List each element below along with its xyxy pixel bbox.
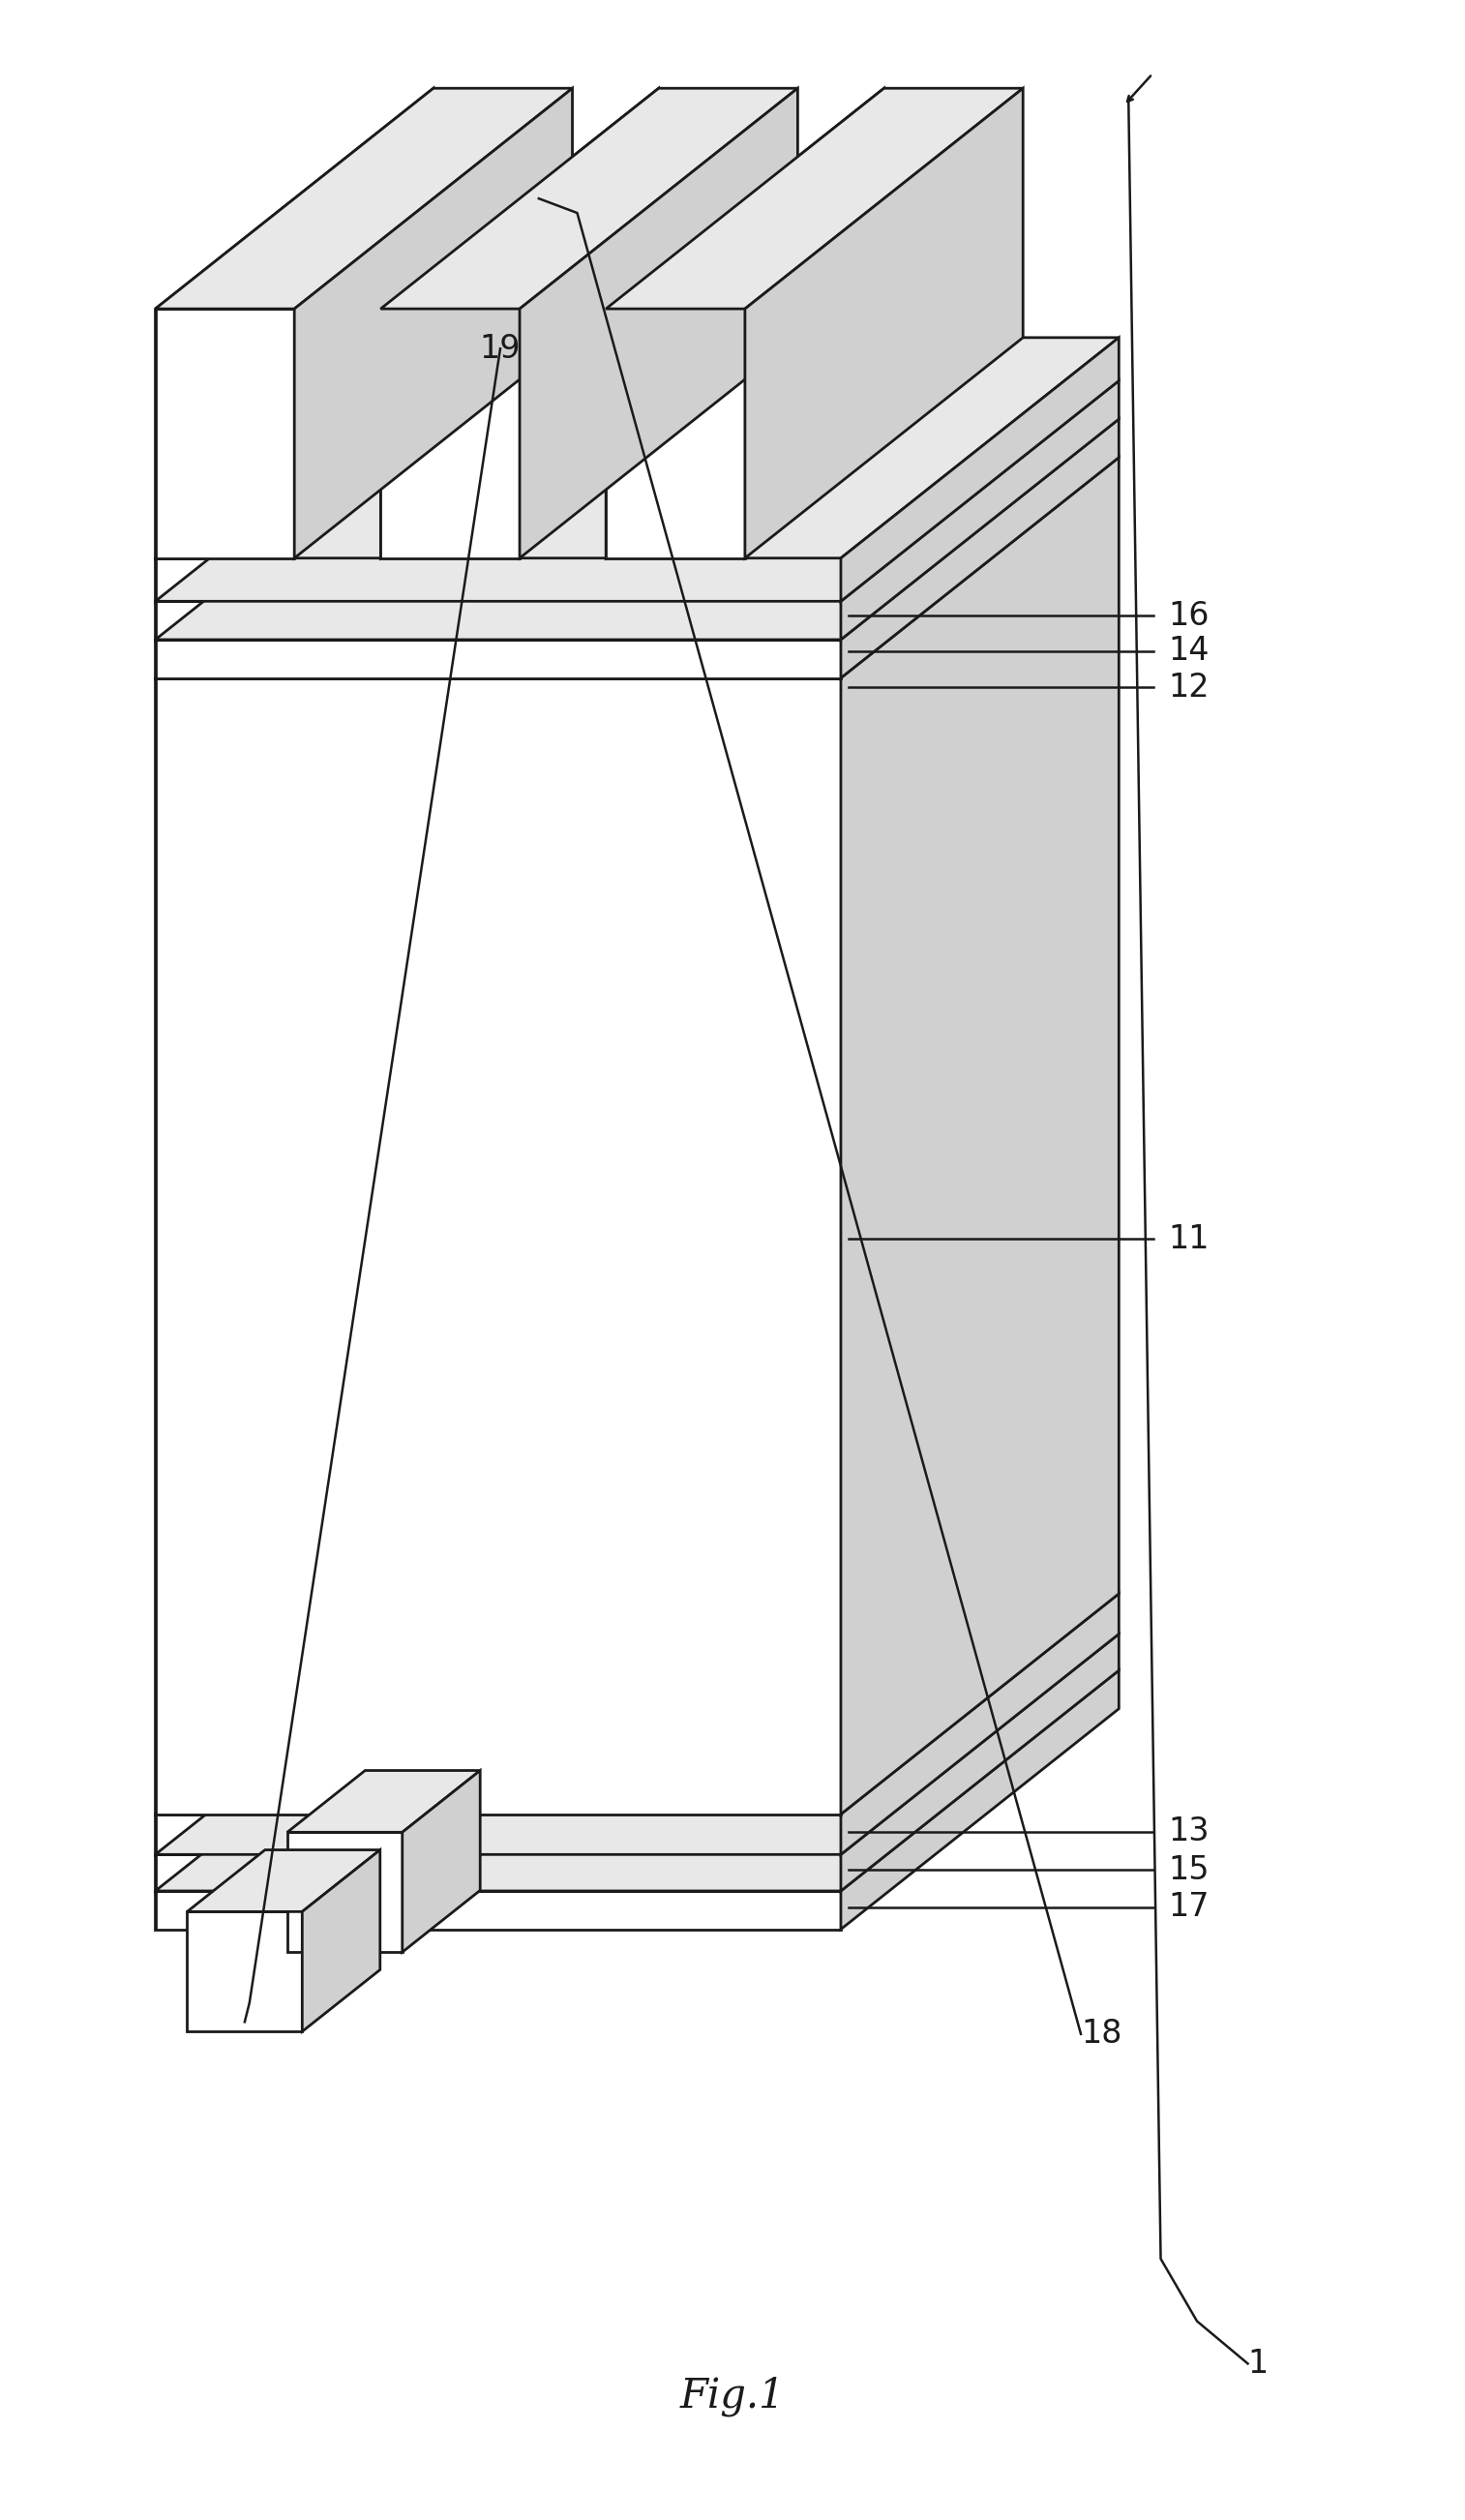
Polygon shape <box>841 459 1119 1814</box>
Polygon shape <box>607 88 1023 310</box>
Polygon shape <box>841 338 1119 602</box>
Polygon shape <box>155 310 294 557</box>
Polygon shape <box>155 338 1119 557</box>
Text: 11: 11 <box>1168 1222 1209 1255</box>
Polygon shape <box>381 88 659 557</box>
Polygon shape <box>155 88 573 310</box>
Polygon shape <box>155 678 841 1814</box>
Polygon shape <box>155 1593 1119 1814</box>
Polygon shape <box>381 310 520 557</box>
Polygon shape <box>155 1814 841 1855</box>
Polygon shape <box>188 1913 302 2031</box>
Text: 16: 16 <box>1168 600 1209 633</box>
Polygon shape <box>155 1593 434 1855</box>
Polygon shape <box>381 88 798 310</box>
Polygon shape <box>155 338 434 602</box>
Polygon shape <box>841 1633 1119 1890</box>
Polygon shape <box>155 640 841 678</box>
Polygon shape <box>155 1633 1119 1855</box>
Polygon shape <box>155 88 434 557</box>
Polygon shape <box>155 602 841 640</box>
Polygon shape <box>287 1772 481 1832</box>
Text: Fig.1: Fig.1 <box>680 2376 785 2417</box>
Polygon shape <box>841 1671 1119 1930</box>
Polygon shape <box>155 418 434 678</box>
Text: 14: 14 <box>1168 635 1209 668</box>
Text: 19: 19 <box>479 333 522 365</box>
Polygon shape <box>746 88 1023 557</box>
Polygon shape <box>155 1890 841 1930</box>
Polygon shape <box>155 418 1119 640</box>
Polygon shape <box>155 381 434 640</box>
Polygon shape <box>841 381 1119 640</box>
Polygon shape <box>607 88 883 557</box>
Polygon shape <box>294 88 573 557</box>
Polygon shape <box>155 1855 841 1890</box>
Polygon shape <box>155 1633 434 1890</box>
Polygon shape <box>841 1593 1119 1855</box>
Text: 1: 1 <box>1248 2349 1269 2379</box>
Polygon shape <box>403 1772 481 1953</box>
Polygon shape <box>607 310 746 557</box>
Polygon shape <box>302 1850 379 2031</box>
Polygon shape <box>841 418 1119 678</box>
Polygon shape <box>155 381 1119 602</box>
Text: 17: 17 <box>1168 1893 1209 1923</box>
Polygon shape <box>155 557 841 602</box>
Text: 15: 15 <box>1168 1855 1209 1885</box>
Polygon shape <box>155 1671 1119 1890</box>
Polygon shape <box>520 88 798 557</box>
Text: 13: 13 <box>1168 1814 1209 1847</box>
Polygon shape <box>155 459 1119 678</box>
Polygon shape <box>155 1671 434 1930</box>
Text: 18: 18 <box>1081 2019 1122 2049</box>
Polygon shape <box>287 1832 403 1953</box>
Polygon shape <box>188 1850 379 1913</box>
Polygon shape <box>155 459 434 1814</box>
Text: 12: 12 <box>1168 673 1209 703</box>
